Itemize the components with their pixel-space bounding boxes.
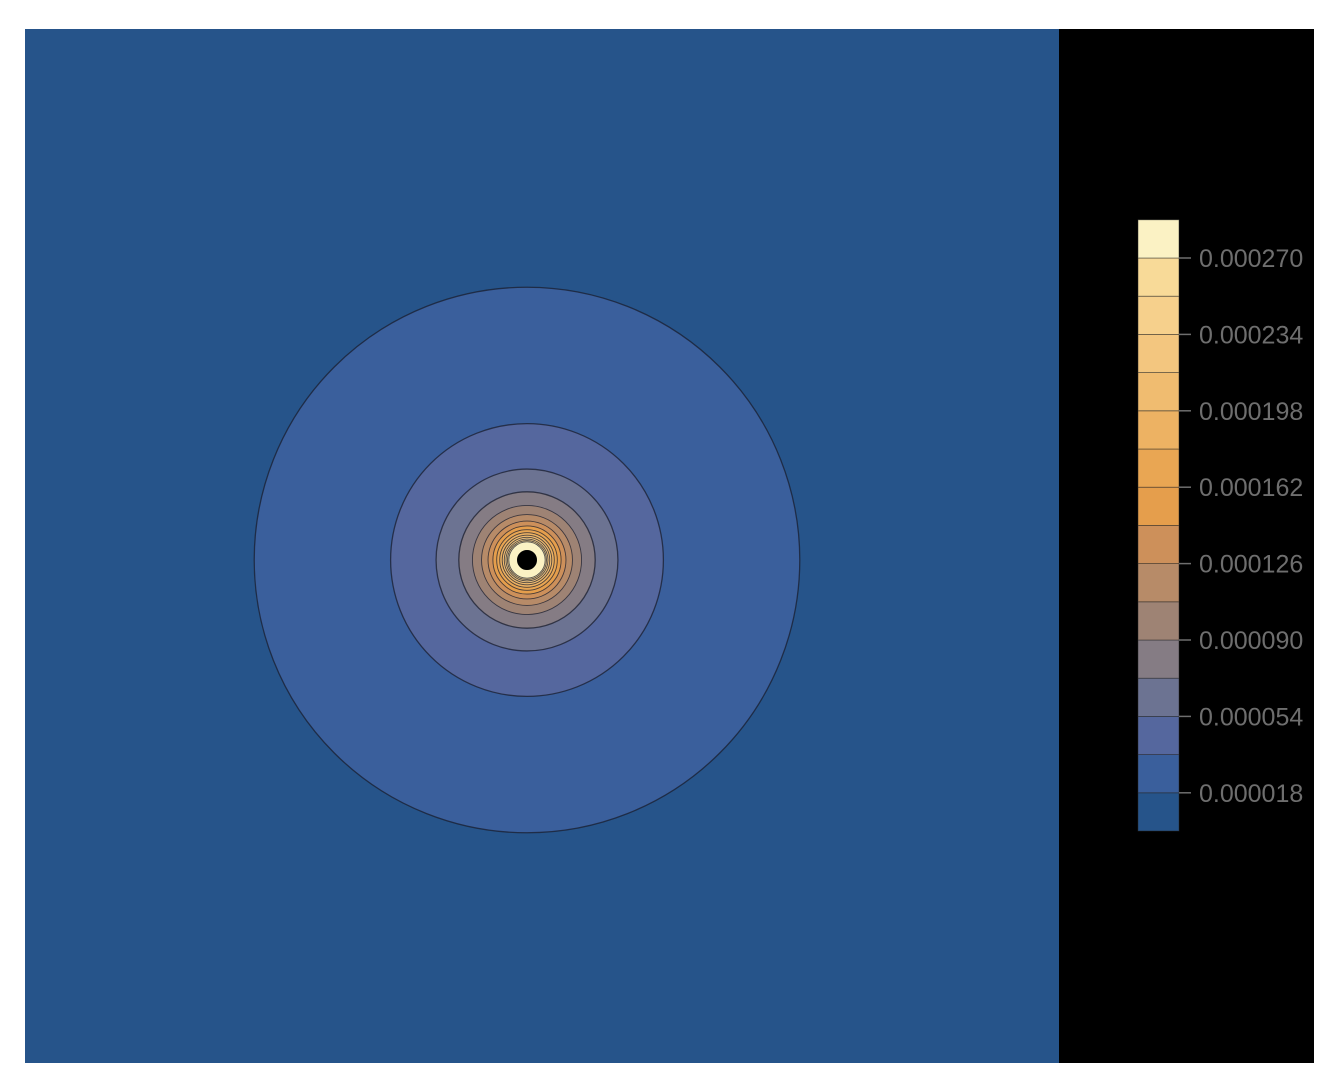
legend-panel (1059, 29, 1314, 1063)
colorbar-segment-2 (1137, 716, 1180, 756)
colorbar-segment-9 (1137, 448, 1180, 488)
colorbar-tick-label: 0.000198 (1199, 398, 1303, 426)
colorbar-segment-10 (1137, 410, 1180, 450)
colorbar-segment-11 (1137, 372, 1180, 412)
contour-bands (253, 286, 801, 834)
colorbar-segment-13 (1137, 295, 1180, 335)
colorbar-segment-8 (1137, 486, 1180, 526)
colorbar-tick-label: 0.000162 (1199, 474, 1303, 502)
colorbar-segment-6 (1137, 563, 1180, 603)
colorbar-segment-0 (1137, 792, 1180, 832)
colorbar-segment-12 (1137, 333, 1180, 373)
colorbar-tick-label: 0.000018 (1199, 780, 1303, 808)
colorbar: 0.000018 0.000054 0.000090 0.000126 0.000162… (1137, 219, 1303, 832)
plot-area (25, 29, 1059, 1063)
colorbar-tick-label: 0.000054 (1199, 703, 1303, 731)
colorbar-segment-1 (1137, 754, 1180, 794)
colorbar-tick-label: 0.000126 (1199, 551, 1303, 579)
colorbar-tick-label: 0.000234 (1199, 321, 1303, 349)
center-hole (515, 548, 539, 572)
colorbar-segment-4 (1137, 639, 1180, 679)
colorbar-segment-15 (1137, 219, 1180, 259)
colorbar-tick-label: 0.000090 (1199, 627, 1303, 655)
colorbar-segment-7 (1137, 525, 1180, 565)
colorbar-segment-3 (1137, 677, 1180, 717)
colorbar-segment-5 (1137, 601, 1180, 641)
colorbar-tick-label: 0.000270 (1199, 245, 1303, 273)
colorbar-segment-14 (1137, 257, 1180, 297)
